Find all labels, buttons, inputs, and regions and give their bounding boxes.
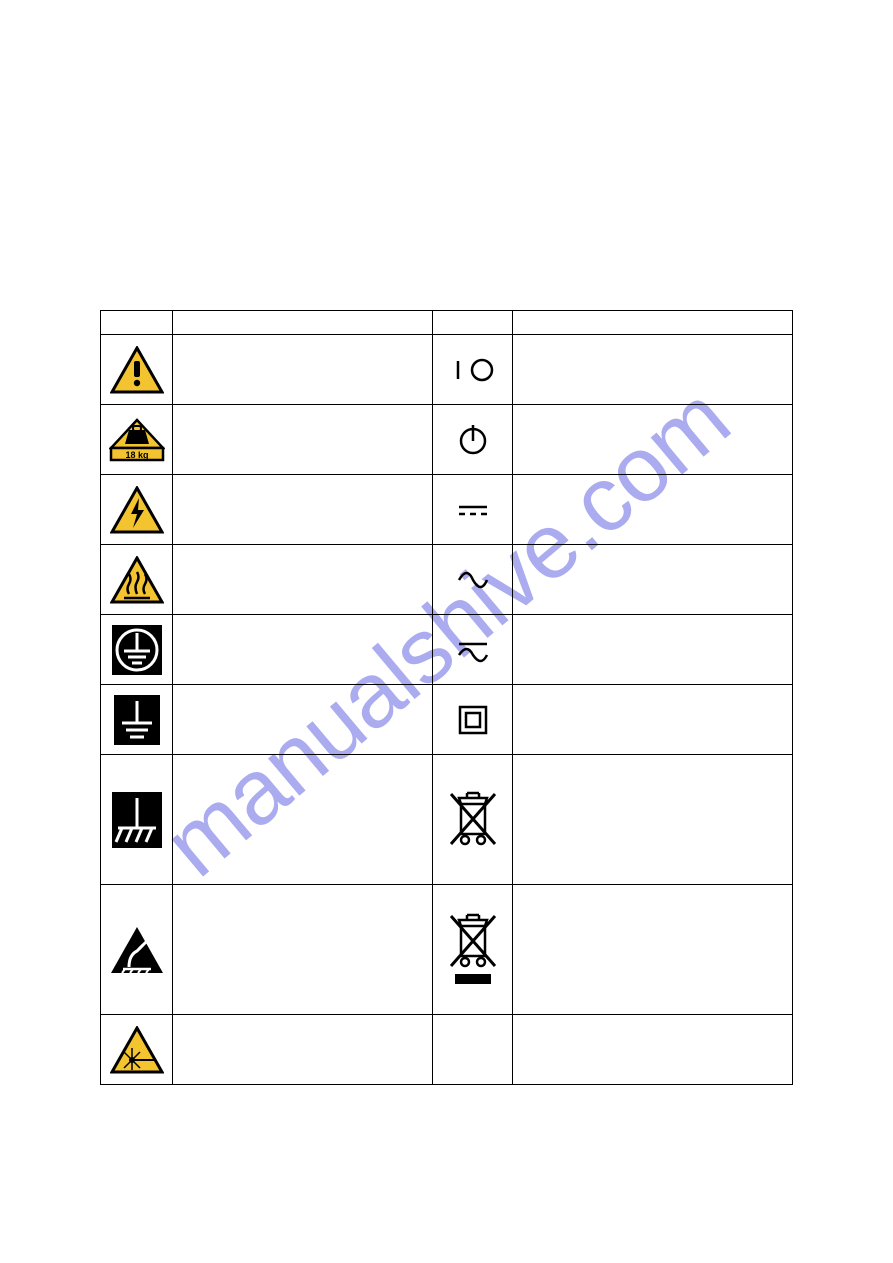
- table-header-row: [101, 311, 793, 335]
- icon-cell-heavy-weight: 18 kg: [101, 405, 173, 475]
- symbol-standby-icon: [433, 405, 513, 475]
- laser-hazard-icon: [110, 1026, 164, 1074]
- high-voltage-icon: [110, 486, 164, 534]
- table-row: 18 kg: [101, 405, 793, 475]
- symbol-blank: [433, 1015, 513, 1085]
- table-row: [101, 685, 793, 755]
- symbol-double-insulation-icon: [433, 685, 513, 755]
- hot-surface-icon: [110, 556, 164, 604]
- heavy-weight-18kg-icon: 18 kg: [109, 418, 165, 462]
- symbol-ac-icon: [433, 545, 513, 615]
- table-row: [101, 615, 793, 685]
- table-row: [101, 755, 793, 885]
- esd-sensitive-icon: [109, 925, 165, 975]
- symbol-dc-icon: [433, 475, 513, 545]
- svg-text:18 kg: 18 kg: [125, 450, 148, 460]
- frame-chassis-icon: [112, 792, 162, 848]
- symbol-on-off-icon: [433, 335, 513, 405]
- symbols-table: 18 kg: [100, 310, 793, 1085]
- symbol-acdc-icon: [433, 615, 513, 685]
- icon-cell-laser: [101, 1015, 173, 1085]
- protective-earth-icon: [112, 625, 162, 675]
- symbol-weee-icon: [433, 755, 513, 885]
- icon-cell-hot-surface: [101, 545, 173, 615]
- icon-cell-earth-ground: [101, 685, 173, 755]
- table-row: [101, 885, 793, 1015]
- icon-cell-frame-chassis: [101, 755, 173, 885]
- symbol-weee-bar-icon: [433, 885, 513, 1015]
- table-row: [101, 335, 793, 405]
- earth-ground-icon: [114, 695, 160, 745]
- icon-cell-high-voltage: [101, 475, 173, 545]
- warning-general-icon: [110, 346, 164, 394]
- table-row: [101, 475, 793, 545]
- table-row: [101, 545, 793, 615]
- icon-cell-warning-general: [101, 335, 173, 405]
- table-row: [101, 1015, 793, 1085]
- icon-cell-esd: [101, 885, 173, 1015]
- icon-cell-protective-earth: [101, 615, 173, 685]
